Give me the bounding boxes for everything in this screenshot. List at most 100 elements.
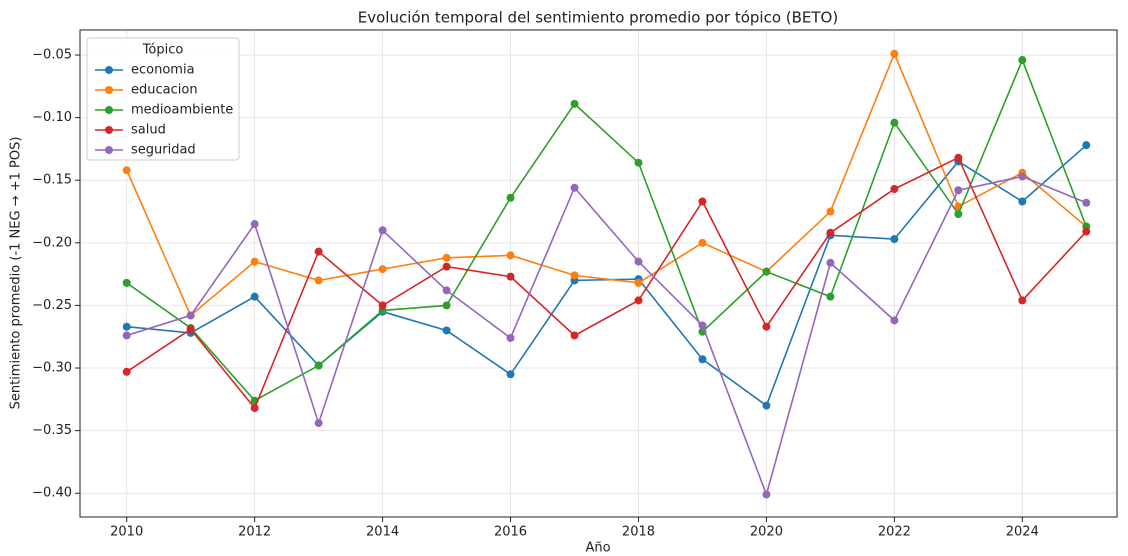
data-point [890,49,899,58]
data-point [890,184,899,193]
y-tick-label: −0.25 [32,298,72,313]
y-tick-label: −0.30 [32,361,72,376]
plot-frame [79,29,1118,518]
data-point [122,278,131,287]
data-point [442,301,451,310]
data-point [314,419,323,428]
data-point [122,367,131,376]
data-point [634,158,643,167]
data-point [698,355,707,364]
legend-marker [105,66,113,74]
data-point [122,166,131,175]
y-tick-label: −0.05 [32,48,72,63]
x-tick-label: 2018 [622,525,655,540]
legend-label: economia [131,63,195,78]
data-point [890,118,899,127]
y-axis-label: Sentimiento promedio (-1 NEG → +1 POS) [9,137,24,410]
legend-label: salud [131,123,166,138]
data-point [250,220,259,229]
data-point [1082,227,1091,236]
legend-label: educacion [131,83,198,98]
data-point [186,311,195,320]
x-tick-label: 2014 [366,525,399,540]
data-point [634,257,643,266]
data-point [250,292,259,301]
legend-marker [105,126,113,134]
data-point [314,361,323,370]
data-point [826,292,835,301]
x-tick-label: 2010 [110,525,143,540]
data-point [250,404,259,413]
x-tick-label: 2016 [494,525,527,540]
data-point [698,238,707,247]
data-point [1018,172,1027,181]
data-point [570,271,579,280]
data-point [570,99,579,108]
x-axis-label: Año [585,541,610,556]
data-point [506,251,515,260]
x-tick-label: 2022 [878,525,911,540]
legend-title: Tópico [142,43,184,58]
data-point [378,226,387,235]
data-point [954,153,963,162]
data-point [890,235,899,244]
data-point [570,331,579,340]
data-point [506,193,515,202]
y-tick-label: −0.40 [32,486,72,501]
data-point [698,321,707,330]
series-line [126,57,1088,402]
legend-marker [105,146,113,154]
data-point [506,370,515,379]
data-point [442,326,451,335]
data-point [314,247,323,256]
x-tick-label: 2020 [750,525,783,540]
series-line [126,175,1087,498]
data-point [250,257,259,266]
data-point [314,276,323,285]
data-point [762,401,771,410]
data-point [826,228,835,237]
data-point [506,333,515,342]
data-point [442,286,451,295]
data-point [506,272,515,281]
data-point [762,322,771,331]
x-tick-label: 2024 [1006,525,1039,540]
data-point [826,207,835,216]
legend-label: seguridad [131,143,196,158]
data-point [1082,198,1091,207]
data-point [442,253,451,262]
legend-marker [105,106,113,114]
data-point [762,267,771,276]
data-point [378,265,387,274]
data-point [890,316,899,325]
series-line [126,156,1087,410]
x-tick-label: 2012 [238,525,271,540]
legend-marker [105,86,113,94]
data-point [570,183,579,192]
data-point [1018,296,1027,305]
data-point [826,258,835,267]
y-tick-label: −0.20 [32,235,72,250]
data-point [1082,141,1091,150]
data-point [378,301,387,310]
y-tick-label: −0.10 [32,110,72,125]
data-point [954,210,963,219]
data-point [122,331,131,340]
data-point [442,262,451,271]
data-point [1018,197,1027,206]
data-point [186,325,195,334]
y-tick-label: −0.15 [32,173,72,188]
data-point [634,278,643,287]
data-point [634,296,643,305]
data-point [954,186,963,195]
legend-box [86,37,240,161]
data-point [122,322,131,331]
data-point [1018,56,1027,65]
y-tick-label: −0.35 [32,423,72,438]
chart-title: Evolución temporal del sentimiento prome… [358,9,838,27]
series-line [125,51,1087,317]
data-point [698,197,707,206]
data-point [762,490,771,499]
legend-label: medioambiente [131,103,233,118]
